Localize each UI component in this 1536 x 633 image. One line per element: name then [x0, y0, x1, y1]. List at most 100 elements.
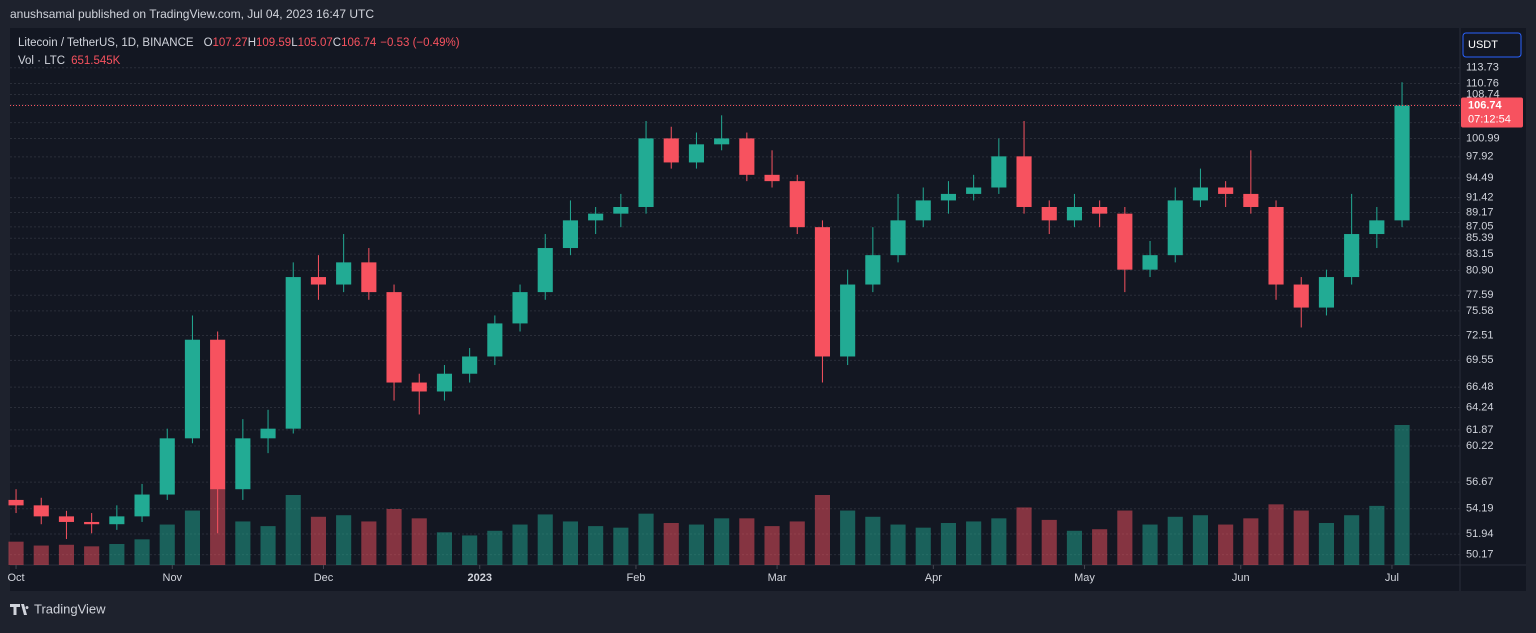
brand: TradingView	[10, 601, 106, 616]
candle-body	[537, 248, 553, 293]
candle-body	[714, 138, 730, 145]
volume-bar	[1293, 510, 1309, 565]
change: −0.53 (−0.49%)	[380, 37, 459, 49]
volume-bar	[436, 532, 453, 565]
volume-bar	[462, 535, 478, 565]
y-tick-label: 110.76	[1466, 77, 1499, 89]
volume-bar	[865, 516, 881, 565]
last-price-tag	[1461, 97, 1523, 128]
countdown: 07:12:54	[1468, 113, 1511, 125]
candle-body	[1167, 200, 1183, 256]
candle-body	[663, 138, 679, 163]
candle-body	[33, 505, 49, 517]
volume-bar	[739, 518, 755, 565]
volume-bar	[386, 509, 402, 565]
y-tick-label: 108.74	[1466, 88, 1500, 100]
volume-bar	[512, 524, 528, 565]
last-price-label: 106.74	[1468, 99, 1503, 111]
candle-body	[1192, 187, 1209, 201]
candle-body	[285, 277, 301, 429]
y-tick-label: 100.99	[1466, 132, 1500, 144]
candle-body	[336, 262, 352, 285]
x-tick-label: Jun	[1232, 572, 1250, 584]
volume-bar	[1167, 516, 1183, 565]
volume-bar	[1268, 504, 1284, 565]
candle-body	[84, 521, 100, 525]
y-tick-label: 60.22	[1466, 440, 1494, 452]
volume-bar	[1394, 425, 1410, 565]
y-tick-label: 94.49	[1466, 172, 1494, 184]
volume-bar	[33, 545, 49, 565]
ohlc-value: 105.07	[298, 37, 333, 49]
y-tick-label: 69.55	[1466, 354, 1494, 366]
candle-layer	[8, 82, 1410, 540]
candle-body	[688, 144, 705, 163]
candle-body	[739, 138, 755, 175]
y-tick-label: 66.48	[1466, 381, 1494, 393]
y-tick-label: 51.94	[1466, 528, 1494, 540]
y-tick-label: 77.59	[1466, 289, 1494, 301]
candle-body	[512, 292, 528, 324]
currency: USDT	[1468, 39, 1498, 51]
ohlc-value: 106.74	[341, 37, 377, 49]
legend: Litecoin / TetherUS, 1D, BINANCE O107.27H…	[18, 37, 460, 49]
candle-body	[1016, 156, 1032, 207]
volume-bar	[562, 521, 579, 565]
candle-body	[613, 206, 629, 214]
candle-body	[436, 373, 453, 392]
y-tick-label: 83.15	[1466, 248, 1494, 260]
volume-bar	[1192, 515, 1209, 565]
x-tick-label: Dec	[314, 572, 334, 584]
candle-body	[764, 174, 780, 182]
ohlc-value: 109.59	[256, 37, 291, 49]
candle-body	[814, 227, 831, 357]
volume-bar	[184, 510, 201, 565]
volume-bar	[940, 523, 957, 565]
y-tick-label: 91.42	[1466, 192, 1494, 204]
candle-body	[210, 339, 226, 490]
candle-body	[1369, 220, 1385, 235]
candle-body	[1243, 193, 1259, 207]
volume-bar	[285, 495, 301, 565]
x-tick-label: Apr	[925, 572, 942, 584]
candle-body	[386, 292, 402, 383]
y-tick-label: 113.73	[1466, 62, 1499, 74]
volume-bar	[134, 539, 150, 565]
candle-body	[789, 181, 805, 228]
volume-bar	[310, 516, 327, 565]
volume-bar	[58, 544, 75, 565]
volume-bar	[109, 544, 125, 565]
volume-bar	[1117, 510, 1133, 565]
candle-body	[1394, 105, 1410, 221]
y-tick-label: 97.92	[1466, 151, 1494, 163]
candle-body	[1041, 206, 1057, 221]
candle-body	[1092, 206, 1108, 214]
currency-box	[1462, 32, 1522, 58]
volume-bar	[1092, 529, 1108, 565]
candle-body	[361, 262, 377, 293]
y-tick-label: 50.17	[1466, 549, 1494, 561]
volume-bar	[235, 521, 251, 565]
candle-body	[966, 187, 982, 194]
candle-body	[159, 438, 175, 495]
volume-bar	[789, 521, 805, 565]
y-tick-label: 64.24	[1466, 401, 1494, 413]
volume-bar	[260, 526, 276, 565]
volume-bar	[487, 530, 503, 565]
volume-bar	[814, 495, 831, 565]
candle-body	[865, 255, 881, 285]
y-tick-label: 89.17	[1466, 206, 1494, 218]
volume-bar	[1344, 515, 1360, 565]
candle-body	[562, 220, 579, 249]
volume-layer	[8, 425, 1410, 565]
volume-bar	[915, 527, 931, 565]
candle-body	[134, 494, 150, 517]
candle-body	[915, 200, 931, 221]
pane	[10, 28, 1526, 591]
volume-bar	[1016, 507, 1032, 565]
x-tick-label: Oct	[7, 572, 24, 584]
volume-bar	[1142, 524, 1158, 565]
candle-body	[890, 220, 906, 256]
ohlc-key: O	[204, 37, 213, 49]
y-tick-label: 56.67	[1466, 476, 1494, 488]
